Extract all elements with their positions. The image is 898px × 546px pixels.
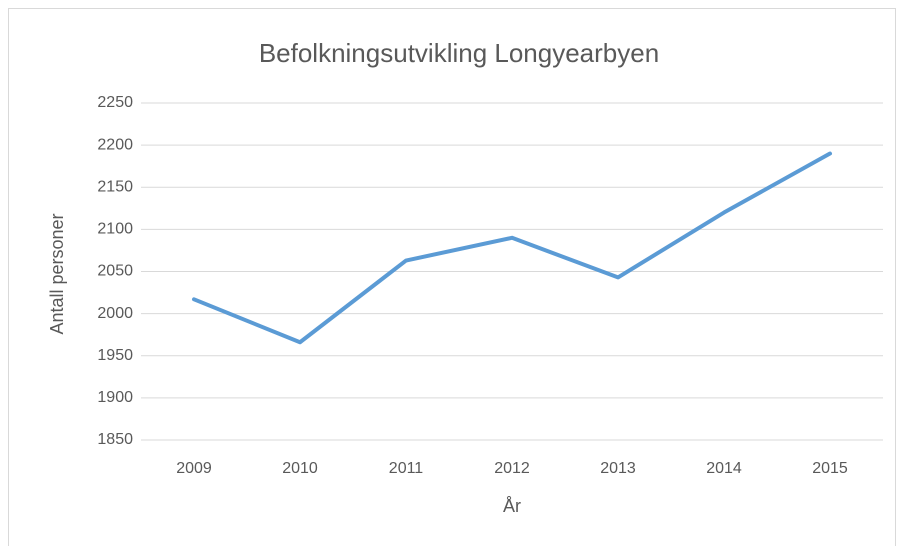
x-tick-label: 2010 [282, 460, 318, 477]
y-tick-label: 1900 [97, 389, 133, 406]
x-tick-label: 2012 [494, 460, 530, 477]
x-tick-label: 2014 [706, 460, 742, 477]
chart-border [8, 8, 896, 546]
y-tick-label: 2150 [97, 178, 133, 195]
y-axis-label: Antall personer [47, 213, 67, 334]
x-tick-label: 2013 [600, 460, 636, 477]
y-tick-label: 2200 [97, 136, 133, 153]
x-tick-label: 2011 [389, 460, 424, 477]
chart-title: Befolkningsutvikling Longyearbyen [259, 38, 659, 68]
y-tick-label: 2100 [97, 221, 133, 238]
y-tick-label: 1950 [97, 347, 133, 364]
y-tick-label: 2000 [97, 305, 133, 322]
data-line [192, 151, 832, 345]
x-tick-label: 2015 [812, 460, 848, 477]
x-tick-label: 2009 [176, 460, 212, 477]
y-tick-label: 1850 [97, 431, 133, 448]
y-tick-label: 2250 [97, 94, 133, 111]
y-tick-label: 2050 [97, 263, 133, 280]
x-axis-label: År [503, 496, 521, 516]
